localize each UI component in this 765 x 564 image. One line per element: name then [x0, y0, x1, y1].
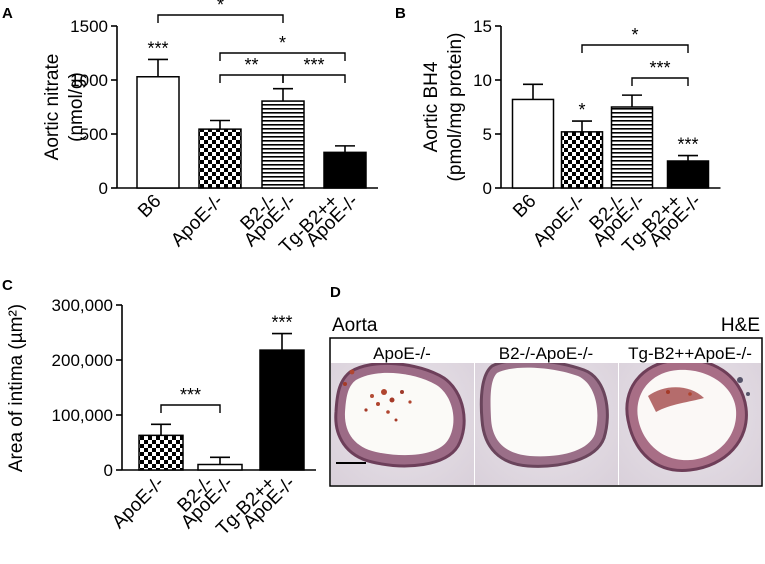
category-label: B6: [134, 191, 165, 222]
significance-bracket: [157, 14, 284, 23]
panel-letter-a: A: [2, 5, 13, 22]
significance-label: *: [217, 0, 224, 15]
significance-star: ***: [677, 135, 698, 155]
panel-letter-c: C: [2, 277, 13, 294]
bar: [560, 131, 604, 189]
significance-bracket: [160, 404, 221, 413]
y-axis-label: Aortic nitrate: [42, 54, 63, 161]
y-tick-label: 100,000: [52, 406, 113, 425]
significance-bracket: [219, 52, 346, 61]
bar: [198, 128, 242, 189]
y-tick-label: 0: [104, 461, 113, 480]
y-tick-label: 0: [99, 179, 108, 198]
bar: [261, 100, 305, 189]
bar: [666, 160, 710, 189]
histology-image-tgb2: Tg-B2++ApoE-/-: [619, 339, 761, 485]
histology-image-apoe: ApoE-/-: [331, 339, 474, 485]
category-label: ApoE-/-: [529, 191, 589, 251]
significance-star: *: [578, 100, 585, 120]
panel-letter-d: D: [330, 284, 341, 301]
chart-c: 0 100,000 200,000 300,000 Area of intima (µm…: [6, 296, 316, 540]
y-tick-label: 200,000: [52, 351, 113, 370]
bar: [323, 151, 367, 189]
bar: [136, 76, 180, 189]
bar: [197, 463, 243, 471]
y-axis-label-unit: (nmol/g): [66, 72, 87, 142]
panel-letter-b: B: [395, 5, 406, 22]
bar: [610, 106, 654, 189]
histology-panel: Aorta H&E ApoE-/-: [329, 315, 763, 487]
y-axis-label: Area of intima (µm²): [6, 304, 27, 472]
stain-label: H&E: [721, 315, 760, 336]
significance-label: **: [244, 55, 258, 75]
significance-star: ***: [271, 313, 292, 333]
y-tick-label: 10: [473, 71, 492, 90]
aorta-label: Aorta: [332, 315, 378, 336]
significance-star: ***: [147, 38, 168, 58]
histology-frame: [329, 337, 763, 487]
histology-label-tgb2: Tg-B2++ApoE-/-: [628, 344, 752, 363]
significance-label: ***: [649, 58, 670, 78]
significance-label: *: [631, 25, 638, 45]
y-tick-label: 0: [483, 179, 492, 198]
y-axis-label: Aortic BH4: [421, 61, 442, 152]
y-tick-label: 1000: [70, 71, 108, 90]
significance-bracket: [631, 77, 689, 86]
significance-label: *: [279, 33, 286, 53]
y-tick-label: 5: [483, 125, 492, 144]
significance-label: ***: [303, 55, 324, 75]
histology-image-b2ko: B2-/-ApoE-/-: [475, 339, 618, 485]
category-label: ApoE-/-: [167, 191, 227, 251]
y-tick-label: 500: [80, 125, 108, 144]
chart-b: 0 5 10 15 Aortic BH4 (pmol/mg protein) B6 * ApoE…: [421, 17, 721, 258]
histology-label-b2ko: B2-/-ApoE-/-: [499, 344, 593, 363]
y-axis-label-unit: (pmol/mg protein): [445, 33, 466, 182]
category-label: ApoE-/-: [108, 473, 168, 533]
y-tick-label: 15: [473, 17, 492, 36]
bar: [511, 98, 555, 189]
y-tick-label: 1500: [70, 17, 108, 36]
bar: [259, 349, 305, 471]
y-tick-label: 300,000: [52, 296, 113, 315]
bar: [138, 434, 184, 471]
significance-bracket: [219, 74, 284, 83]
significance-bracket: [581, 44, 689, 53]
histology-label-apoe: ApoE-/-: [373, 344, 431, 363]
significance-bracket: [282, 74, 346, 83]
significance-label: ***: [180, 385, 201, 405]
category-label: B6: [509, 191, 540, 222]
